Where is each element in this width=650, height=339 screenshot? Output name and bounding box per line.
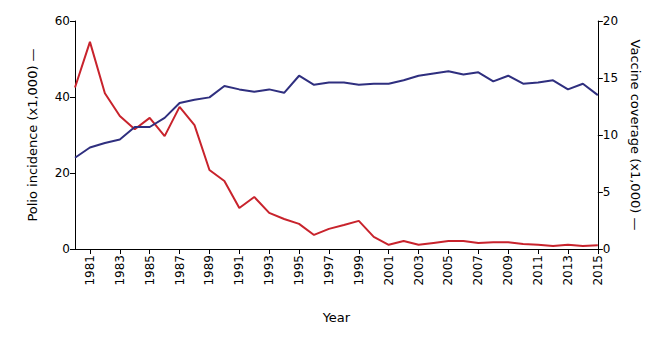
svg-text:1993: 1993 [262,255,276,286]
svg-text:20: 20 [603,14,618,28]
svg-text:0: 0 [62,242,70,256]
svg-text:1981: 1981 [83,255,97,286]
svg-text:10: 10 [603,128,618,142]
svg-text:20: 20 [55,166,70,180]
svg-text:Vaccine coverage (x1,000) —: Vaccine coverage (x1,000) — [628,40,643,231]
svg-text:1999: 1999 [352,255,366,286]
svg-text:1995: 1995 [292,255,306,286]
svg-text:2003: 2003 [412,255,426,286]
svg-text:5: 5 [603,185,611,199]
svg-text:2007: 2007 [471,255,485,286]
svg-text:1983: 1983 [113,255,127,286]
svg-text:1997: 1997 [322,255,336,286]
svg-text:2011: 2011 [531,255,545,286]
svg-text:Polio incidence (x1,000) —: Polio incidence (x1,000) — [25,48,40,221]
svg-text:60: 60 [55,14,70,28]
svg-text:2015: 2015 [591,255,605,286]
svg-text:1987: 1987 [173,255,187,286]
svg-text:Year: Year [322,310,351,325]
svg-text:2005: 2005 [441,255,455,286]
svg-text:1991: 1991 [232,255,246,286]
svg-text:0: 0 [603,242,611,256]
svg-text:2001: 2001 [382,255,396,286]
svg-text:40: 40 [55,90,70,104]
svg-text:2009: 2009 [501,255,515,286]
svg-text:1985: 1985 [143,255,157,286]
svg-text:1989: 1989 [202,255,216,286]
svg-text:15: 15 [603,71,618,85]
svg-text:2013: 2013 [561,255,575,286]
